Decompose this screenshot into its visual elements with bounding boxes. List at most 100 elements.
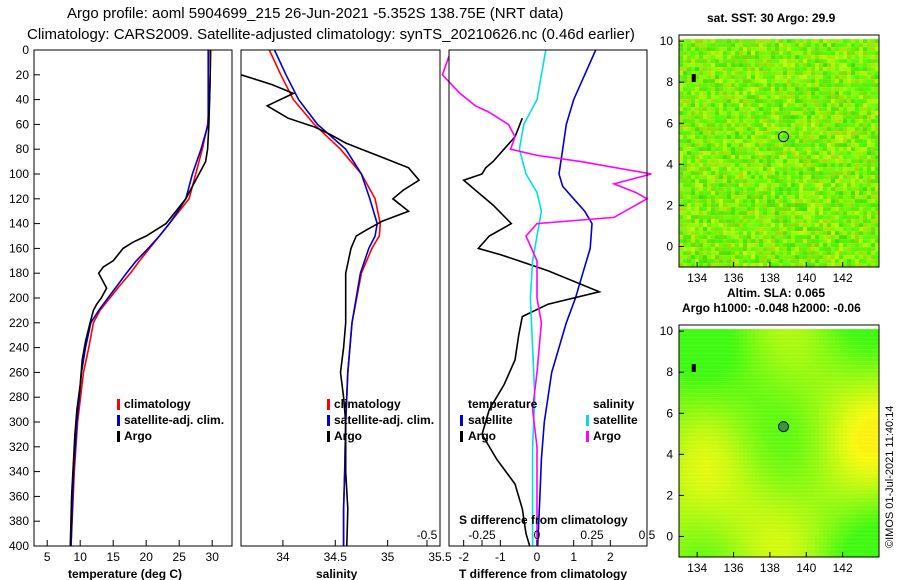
map-cell — [723, 223, 727, 228]
map-cell — [791, 207, 795, 212]
map-cell — [867, 139, 871, 144]
map-cell — [779, 99, 783, 104]
map-cell — [743, 333, 747, 338]
map-cell — [867, 235, 871, 240]
map-cell — [687, 429, 691, 434]
map-cell — [859, 413, 863, 418]
map-cell — [791, 63, 795, 68]
map-cell — [855, 357, 859, 362]
map-cell — [823, 239, 827, 244]
map-cell — [683, 481, 687, 486]
map-cell — [811, 445, 815, 450]
map-cell — [691, 207, 695, 212]
map-cell — [767, 329, 771, 334]
map-cell — [715, 59, 719, 64]
map-cell — [823, 147, 827, 152]
map-cell — [727, 333, 731, 338]
map-cell — [875, 183, 879, 188]
map-cell — [691, 481, 695, 486]
map-cell — [775, 115, 779, 120]
map-cell — [791, 469, 795, 474]
map-cell — [699, 131, 703, 136]
map-cell — [683, 91, 687, 96]
map-cell — [811, 365, 815, 370]
map-cell — [739, 59, 743, 64]
map-cell — [743, 365, 747, 370]
map-cell — [803, 167, 807, 172]
map-cell — [807, 255, 811, 260]
map-cell — [719, 95, 723, 100]
map-cell — [835, 219, 839, 224]
map-cell — [803, 365, 807, 370]
map-cell — [819, 191, 823, 196]
map-cell — [787, 131, 791, 136]
map-cell — [859, 473, 863, 478]
map-cell — [735, 437, 739, 442]
map-cell — [735, 127, 739, 132]
map-cell — [715, 107, 719, 112]
map-cell — [863, 47, 867, 52]
map-cell — [811, 87, 815, 92]
map-cell — [835, 63, 839, 68]
map-cell — [775, 373, 779, 378]
map-cell — [839, 429, 843, 434]
map-cell — [735, 369, 739, 374]
map-cell — [703, 397, 707, 402]
map-cell — [703, 465, 707, 470]
map-cell — [715, 349, 719, 354]
map-cell — [775, 377, 779, 382]
map-cell — [715, 67, 719, 72]
map-cell — [783, 329, 787, 334]
map-cell — [839, 203, 843, 208]
map-cell — [763, 179, 767, 184]
map-cell — [719, 377, 723, 382]
map-cell — [707, 397, 711, 402]
map-cell — [839, 83, 843, 88]
map-cell — [799, 227, 803, 232]
map-cell — [855, 243, 859, 248]
map-cell — [683, 115, 687, 120]
map-cell — [811, 247, 815, 252]
map-cell — [867, 71, 871, 76]
map-cell — [767, 243, 771, 248]
map-cell — [847, 385, 851, 390]
map-cell — [687, 59, 691, 64]
map-cell — [707, 155, 711, 160]
map-cell — [803, 437, 807, 442]
map-cell — [851, 473, 855, 478]
map-cell — [771, 437, 775, 442]
map-cell — [815, 219, 819, 224]
map-cell — [735, 337, 739, 342]
map-cell — [727, 99, 731, 104]
map-cell — [727, 39, 731, 44]
map-cell — [875, 251, 879, 256]
map-cell — [763, 401, 767, 406]
map-cell — [723, 259, 727, 264]
map-cell — [715, 207, 719, 212]
map-cell — [739, 485, 743, 490]
map-cell — [711, 43, 715, 48]
map-cell — [819, 341, 823, 346]
map-cell — [691, 83, 695, 88]
map-cell — [855, 115, 859, 120]
map-cell — [679, 91, 683, 96]
map-x-tick-label: 138 — [760, 271, 780, 285]
map-cell — [719, 349, 723, 354]
map-cell — [871, 163, 875, 168]
map-cell — [871, 127, 875, 132]
map-cell — [687, 107, 691, 112]
map-cell — [867, 255, 871, 260]
map-cell — [763, 365, 767, 370]
map-cell — [795, 445, 799, 450]
map-cell — [787, 349, 791, 354]
map-cell — [819, 441, 823, 446]
map-cell — [683, 131, 687, 136]
map-cell — [723, 179, 727, 184]
map-cell — [731, 187, 735, 192]
map-cell — [739, 159, 743, 164]
map-cell — [843, 99, 847, 104]
map-cell — [707, 159, 711, 164]
map-cell — [743, 47, 747, 52]
map-cell — [871, 389, 875, 394]
y-tick-label: 340 — [9, 465, 29, 479]
